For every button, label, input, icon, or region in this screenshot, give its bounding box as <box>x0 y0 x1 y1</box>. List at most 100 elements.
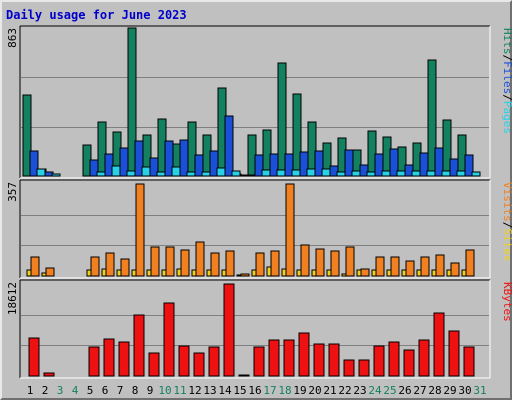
bar-visits-day-2 <box>45 267 55 277</box>
bar-kbytes-day-19 <box>298 332 310 377</box>
bar-files-day-13 <box>209 150 219 177</box>
bar-visits-day-29 <box>450 262 460 277</box>
bar-kbytes-day-7 <box>118 341 130 377</box>
legend-hits-files-pages: Hits/Files/Pages <box>501 28 512 134</box>
x-tick-label-day-10: 10 <box>158 384 171 397</box>
bar-kbytes-day-9 <box>148 352 160 377</box>
x-tick-label-day-12: 12 <box>188 384 201 397</box>
bar-pages-day-21 <box>336 171 346 177</box>
bar-files-day-25 <box>389 148 399 177</box>
bar-kbytes-day-17 <box>268 339 280 377</box>
bar-pages-day-7 <box>126 170 136 177</box>
bar-pages-day-15 <box>246 174 256 177</box>
bar-kbytes-day-5 <box>88 346 100 377</box>
bar-pages-day-26 <box>411 170 421 177</box>
bar-visits-day-24 <box>375 256 385 277</box>
bar-kbytes-day-26 <box>403 349 415 377</box>
bar-pages-day-19 <box>306 168 316 177</box>
bar-kbytes-day-15 <box>238 374 250 377</box>
x-tick-label-day-25: 25 <box>383 384 396 397</box>
legend-item-pages: Pages <box>501 101 512 134</box>
bar-kbytes-day-16 <box>253 346 265 377</box>
bar-pages-day-2 <box>51 173 61 177</box>
bar-files-day-17 <box>269 153 279 177</box>
x-tick-label-day-9: 9 <box>147 384 154 397</box>
x-tick-label-day-29: 29 <box>443 384 456 397</box>
x-tick-label-day-13: 13 <box>203 384 216 397</box>
bar-files-day-7 <box>119 147 129 177</box>
bar-kbytes-day-12 <box>193 352 205 377</box>
bar-pages-day-30 <box>471 171 481 177</box>
x-tick-label-day-16: 16 <box>248 384 261 397</box>
bar-visits-day-23 <box>360 268 370 277</box>
x-tick-label-day-28: 28 <box>428 384 441 397</box>
bar-kbytes-day-10 <box>163 302 175 377</box>
bar-kbytes-day-29 <box>448 330 460 377</box>
x-tick-label-day-19: 19 <box>293 384 306 397</box>
bar-visits-day-27 <box>420 256 430 277</box>
x-tick-label-day-5: 5 <box>87 384 94 397</box>
bar-files-day-29 <box>449 158 459 177</box>
bar-files-day-30 <box>464 154 474 177</box>
x-tick-label-day-11: 11 <box>173 384 186 397</box>
bar-files-day-1 <box>29 150 39 177</box>
bar-visits-day-26 <box>405 260 415 277</box>
legend-separator: / <box>501 55 512 62</box>
bar-visits-day-8 <box>135 183 145 277</box>
bar-files-day-10 <box>164 140 174 177</box>
x-tick-label-day-21: 21 <box>323 384 336 397</box>
bar-pages-day-16 <box>261 169 271 177</box>
x-tick-label-day-30: 30 <box>458 384 471 397</box>
bar-visits-day-10 <box>165 246 175 277</box>
bar-pages-day-29 <box>456 170 466 177</box>
bar-visits-day-6 <box>105 252 115 277</box>
bar-visits-day-17 <box>270 250 280 277</box>
legend-item-kbytes: KBytes <box>501 282 512 322</box>
x-tick-label-day-14: 14 <box>218 384 232 397</box>
bar-files-day-8 <box>134 140 144 177</box>
bar-hits-day-1 <box>22 94 32 177</box>
bar-files-day-28 <box>434 147 444 177</box>
bar-files-day-14 <box>224 115 234 177</box>
bar-files-day-19 <box>299 151 309 177</box>
x-tick-label-day-8: 8 <box>132 384 139 397</box>
bar-files-day-18 <box>284 153 294 177</box>
bar-visits-day-18 <box>285 183 295 277</box>
bar-visits-day-11 <box>180 249 190 277</box>
bar-files-day-5 <box>89 159 99 177</box>
bar-pages-day-6 <box>111 165 121 177</box>
x-tick-label-day-1: 1 <box>27 384 34 397</box>
bar-pages-day-22 <box>351 170 361 177</box>
bar-pages-day-10 <box>171 166 181 177</box>
bar-visits-day-13 <box>210 252 220 277</box>
legend-item-sites: Sites <box>501 228 512 261</box>
bar-kbytes-day-20 <box>313 343 325 377</box>
bar-pages-day-18 <box>291 169 301 177</box>
bar-pages-day-11 <box>186 171 196 177</box>
x-tick-label-day-4: 4 <box>72 384 79 397</box>
y-max-label-kbytes: 18612 <box>6 282 19 315</box>
bar-files-day-11 <box>179 139 189 177</box>
x-tick-label-day-2: 2 <box>42 384 49 397</box>
bar-visits-day-5 <box>90 256 100 277</box>
bar-visits-day-14 <box>225 250 235 277</box>
page-title: Daily usage for June 2023 <box>6 8 187 22</box>
x-tick-label-day-31: 31 <box>473 384 486 397</box>
bar-pages-day-14 <box>231 170 241 177</box>
bar-visits-day-7 <box>120 258 130 277</box>
bar-pages-day-28 <box>441 170 451 177</box>
x-tick-label-day-22: 22 <box>338 384 351 397</box>
bar-kbytes-day-13 <box>208 346 220 377</box>
bar-files-day-22 <box>344 149 354 177</box>
bar-visits-day-21 <box>330 250 340 277</box>
bar-pages-day-25 <box>396 170 406 177</box>
bar-pages-day-12 <box>201 171 211 177</box>
bar-kbytes-day-27 <box>418 339 430 377</box>
x-tick-label-day-18: 18 <box>278 384 291 397</box>
x-tick-label-day-23: 23 <box>353 384 366 397</box>
bar-kbytes-day-1 <box>28 337 40 377</box>
bar-files-day-24 <box>374 153 384 177</box>
x-tick-label-day-3: 3 <box>57 384 64 397</box>
legend-separator: / <box>501 94 512 101</box>
bar-files-day-27 <box>419 152 429 177</box>
